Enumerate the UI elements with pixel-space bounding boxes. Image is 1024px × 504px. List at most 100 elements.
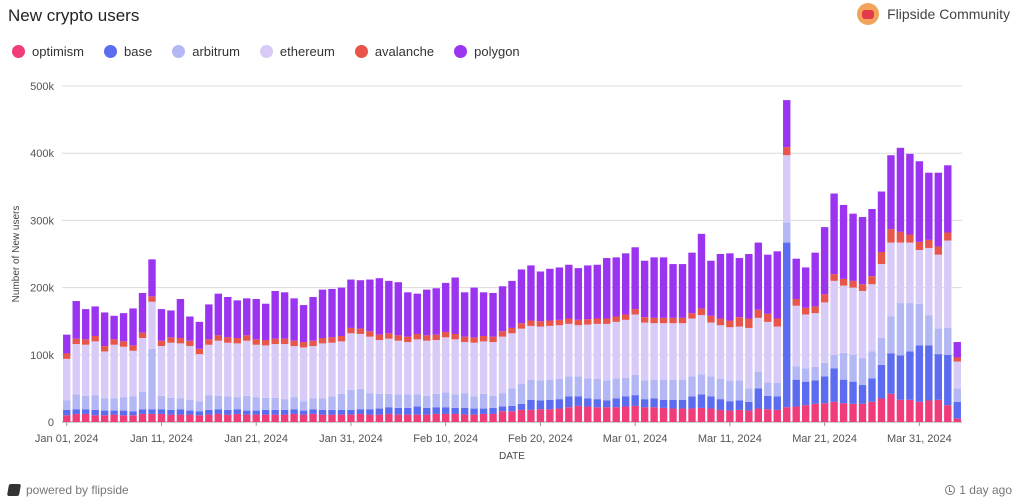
bar-segment-avalanche xyxy=(347,327,355,334)
bar-segment-ethereum xyxy=(707,322,715,377)
bar-segment-ethereum xyxy=(110,344,118,399)
bar-segment-polygon xyxy=(783,100,791,148)
bar-segment-avalanche xyxy=(186,340,194,347)
bar-segment-arbitrum xyxy=(726,381,734,402)
bar-segment-polygon xyxy=(621,253,630,315)
bar-segment-polygon xyxy=(858,217,867,285)
bar-segment-avalanche xyxy=(81,339,90,345)
bar-segment-avalanche xyxy=(413,333,421,340)
bar-segment-base xyxy=(176,409,185,415)
bar-segment-arbitrum xyxy=(119,397,128,411)
bar-segment-polygon xyxy=(811,252,819,307)
bar-segment-arbitrum xyxy=(896,303,905,356)
legend-item-base[interactable]: base xyxy=(104,44,152,59)
bar-segment-optimism xyxy=(413,414,421,422)
bar-segment-ethereum xyxy=(517,328,526,384)
bar-segment-ethereum xyxy=(375,340,384,394)
bar-segment-avalanche xyxy=(527,320,535,326)
legend-label-base: base xyxy=(124,44,153,59)
bar-segment-avalanche xyxy=(574,319,583,326)
x-tick-label: Mar 21, 2024 xyxy=(792,433,857,445)
bar-segment-arbitrum xyxy=(404,394,412,408)
bar-segment-ethereum xyxy=(129,350,137,397)
bar-segment-arbitrum xyxy=(299,401,308,411)
bar-segment-base xyxy=(299,410,308,415)
bar-segment-optimism xyxy=(546,409,554,422)
bar-segment-arbitrum xyxy=(849,354,857,382)
bar-segment-optimism xyxy=(811,403,819,422)
legend-item-optimism[interactable]: optimism xyxy=(12,44,84,59)
bar-segment-avalanche xyxy=(508,327,516,334)
bar-segment-optimism xyxy=(328,414,336,422)
bar-segment-optimism xyxy=(593,407,601,422)
x-tick-label: Mar 01, 2024 xyxy=(603,433,668,445)
bar-segment-arbitrum xyxy=(347,389,355,410)
bar-segment-arbitrum xyxy=(290,397,298,410)
bar-segment-optimism xyxy=(366,414,374,422)
brand[interactable]: Flipside Community xyxy=(857,3,1010,25)
bar-segment-arbitrum xyxy=(460,393,469,408)
bar-segment-polygon xyxy=(527,265,535,321)
bar-segment-avalanche xyxy=(280,338,289,345)
bar-segment-base xyxy=(375,408,384,415)
legend-label-polygon: polygon xyxy=(474,44,520,59)
bar-segment-avalanche xyxy=(441,331,450,338)
bar-segment-ethereum xyxy=(460,342,469,394)
bar-segment-polygon xyxy=(441,282,450,332)
bar-segment-arbitrum xyxy=(129,396,137,412)
bar-segment-ethereum xyxy=(413,339,421,395)
bar-segment-optimism xyxy=(423,414,431,422)
bar-segment-polygon xyxy=(792,258,800,300)
bar-segment-arbitrum xyxy=(479,393,488,409)
bar-segment-arbitrum xyxy=(934,328,943,355)
bar-segment-arbitrum xyxy=(328,396,336,410)
bar-segment-arbitrum xyxy=(555,378,564,400)
y-tick-label: 500k xyxy=(30,81,54,93)
legend-item-arbitrum[interactable]: arbitrum xyxy=(172,44,240,59)
bar-segment-ethereum xyxy=(877,264,886,338)
bar-segment-polygon xyxy=(205,304,213,340)
bar-segment-optimism xyxy=(953,418,961,422)
bar-segment-optimism xyxy=(764,409,772,422)
bar-segment-avalanche xyxy=(716,318,725,326)
legend-item-ethereum[interactable]: ethereum xyxy=(259,44,335,59)
bar-segment-base xyxy=(839,379,848,404)
bar-segment-base xyxy=(726,401,734,411)
bar-segment-polygon xyxy=(906,153,914,235)
bar-segment-avalanche xyxy=(243,335,251,341)
legend-item-avalanche[interactable]: avalanche xyxy=(354,44,434,59)
bar-segment-base xyxy=(413,406,421,415)
bar-segment-polygon xyxy=(460,292,469,337)
bar-segment-polygon xyxy=(925,172,933,240)
bar-segment-polygon xyxy=(820,227,829,295)
legend-item-polygon[interactable]: polygon xyxy=(454,44,520,59)
bar-segment-optimism xyxy=(678,408,687,422)
bar-segment-polygon xyxy=(394,282,403,336)
bar-segment-optimism xyxy=(119,415,128,422)
bar-segment-arbitrum xyxy=(906,303,914,352)
bar-segment-base xyxy=(707,396,715,409)
bar-segment-avalanche xyxy=(489,336,497,343)
bar-segment-avalanche xyxy=(100,346,109,352)
bar-segment-base xyxy=(148,409,156,414)
bar-segment-avalanche xyxy=(451,333,459,340)
bar-segment-polygon xyxy=(423,289,431,336)
bar-segment-optimism xyxy=(63,415,71,422)
bar-segment-optimism xyxy=(934,399,943,422)
bar-segment-avalanche xyxy=(318,338,327,344)
bar-segment-polygon xyxy=(290,298,298,341)
bar-segment-avalanche xyxy=(868,276,876,285)
bar-segment-avalanche xyxy=(460,336,469,343)
bar-segment-base xyxy=(195,411,204,416)
bar-segment-arbitrum xyxy=(366,393,374,410)
legend-swatch-polygon xyxy=(454,45,468,58)
y-axis-title: Number of New users xyxy=(11,206,22,303)
bar-segment-polygon xyxy=(659,257,668,318)
bar-segment-optimism xyxy=(460,414,469,422)
bar-segment-avalanche xyxy=(214,335,223,341)
bar-segment-arbitrum xyxy=(394,394,403,408)
bar-segment-avalanche xyxy=(119,341,128,347)
powered-by-link[interactable]: powered by flipside xyxy=(6,483,129,497)
bar-segment-avalanche xyxy=(944,232,952,241)
bar-segment-ethereum xyxy=(546,325,554,380)
